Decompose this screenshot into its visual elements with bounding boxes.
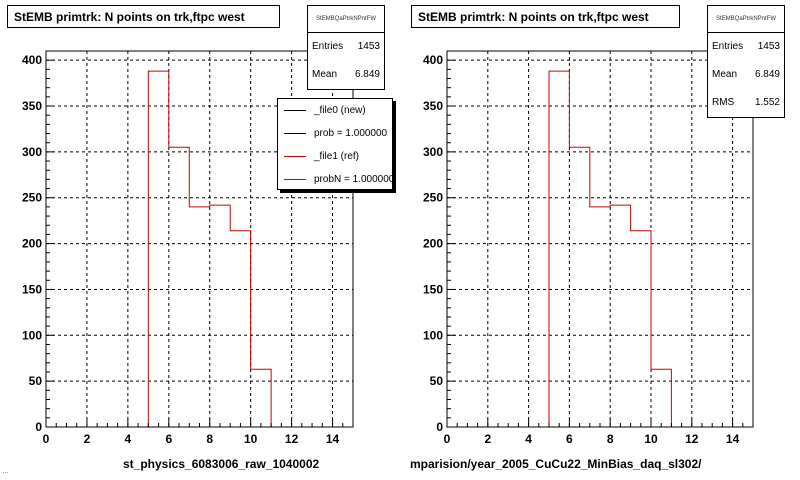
- stats-label: Entries: [712, 41, 744, 52]
- stats-row-mean: Mean 6.849: [708, 61, 784, 89]
- y-tick-label: 100: [423, 328, 443, 342]
- x-tick-label: 14: [326, 432, 340, 446]
- x-tick-label: 10: [644, 432, 658, 446]
- legend-label: probN = 1.000000: [314, 174, 393, 185]
- y-tick-label: 200: [423, 237, 443, 251]
- histogram-bin: [651, 369, 671, 427]
- histogram-bin: [569, 147, 589, 427]
- stats-label: Entries: [312, 41, 344, 52]
- y-tick-label: 150: [22, 282, 42, 296]
- footer-text: …: [2, 468, 9, 475]
- legend-entry: prob = 1.000000: [278, 122, 392, 145]
- stats-histogram-name: StEMBQaPtrkNPntFW: [308, 6, 384, 33]
- x-tick-label: 0: [43, 432, 50, 446]
- stats-box: StEMBQaPtrkNPntFW Entries 1453 Mean 6.84…: [307, 5, 385, 90]
- histogram-bin: [251, 369, 271, 427]
- stats-value: 1.552: [754, 97, 780, 108]
- legend-entry: probN = 1.000000: [278, 168, 393, 189]
- stats-label: Mean: [312, 69, 338, 80]
- y-tick-label: 300: [22, 145, 42, 159]
- y-tick-label: 350: [22, 99, 42, 113]
- histogram-bin: [631, 231, 651, 427]
- histogram-bin: [169, 147, 189, 427]
- histogram-panel-right: 0 50 100 150 200 250 300 350 400 0 2 4 6 8 10 12 14 StEM…: [400, 0, 800, 480]
- legend-swatch: [284, 179, 306, 180]
- x-tick-label: 2: [484, 432, 491, 446]
- y-tick-label: 250: [423, 191, 443, 205]
- histogram-bin: [210, 205, 230, 427]
- stats-histogram-name: StEMBQaPtrkNPntFW: [708, 6, 784, 33]
- histogram-bin: [189, 207, 209, 427]
- x-axis-title: mparision/year_2005_CuCu22_MinBias_daq_s…: [410, 457, 702, 471]
- y-tick-label: 300: [423, 145, 443, 159]
- y-tick-label: 0: [35, 420, 42, 434]
- y-tick-label: 400: [423, 53, 443, 67]
- stats-value: 1453: [357, 41, 380, 52]
- legend-label: prob = 1.000000: [314, 128, 388, 139]
- stats-box: StEMBQaPtrkNPntFW Entries 1453 Mean 6.84…: [707, 5, 785, 118]
- histogram-bin: [230, 231, 250, 427]
- stats-value: 6.849: [754, 69, 780, 80]
- x-tick-label: 6: [566, 432, 573, 446]
- x-tick-label: 2: [84, 432, 91, 446]
- stats-label: Mean: [712, 69, 738, 80]
- histogram-title: StEMB primtrk: N points on trk,ftpc west: [7, 5, 280, 28]
- x-tick-label: 12: [285, 432, 299, 446]
- legend-swatch: [284, 110, 306, 111]
- y-tick-label: 250: [22, 191, 42, 205]
- legend: _file0 (new) prob = 1.000000 _file1 (ref…: [277, 98, 393, 190]
- histogram-title: StEMB primtrk: N points on trk,ftpc west: [411, 5, 680, 28]
- stats-row-entries: Entries 1453: [708, 33, 784, 61]
- legend-label: _file0 (new): [314, 105, 366, 116]
- y-tick-label: 50: [29, 374, 43, 388]
- y-tick-label: 200: [22, 237, 42, 251]
- x-tick-label: 4: [125, 432, 132, 446]
- y-tick-label: 350: [423, 99, 443, 113]
- x-tick-label: 8: [607, 432, 614, 446]
- legend-swatch: [284, 156, 306, 157]
- x-tick-label: 0: [444, 432, 451, 446]
- histogram-bin: [549, 71, 569, 427]
- x-tick-label: 10: [244, 432, 258, 446]
- histogram-panel-left: 0 50 100 150 200 250 300 350 400 0 2 4 6 8 10 12 14 StEM…: [7, 5, 393, 471]
- legend-swatch: [284, 133, 306, 134]
- histogram-plot-right: 0 50 100 150 200 250 300 350 400 0 2 4 6 8 10 12 14: [423, 50, 754, 446]
- x-tick-label: 6: [165, 432, 172, 446]
- legend-entry: _file1 (ref): [278, 145, 392, 168]
- x-tick-label: 4: [525, 432, 532, 446]
- x-axis-title: st_physics_6083006_raw_1040002: [123, 457, 320, 471]
- plot-area: [447, 51, 753, 427]
- y-tick-label: 400: [22, 53, 42, 67]
- x-tick-label: 8: [206, 432, 213, 446]
- stats-label: RMS: [712, 97, 735, 108]
- y-tick-label: 150: [423, 282, 443, 296]
- x-tick-label: 12: [685, 432, 699, 446]
- histogram-bin: [148, 71, 168, 427]
- stats-row-entries: Entries 1453: [308, 33, 384, 61]
- histogram-bin: [610, 205, 630, 427]
- legend-label: _file1 (ref): [314, 151, 360, 162]
- y-tick-label: 0: [436, 420, 443, 434]
- y-tick-label: 50: [430, 374, 444, 388]
- stats-row-mean: Mean 6.849: [308, 61, 384, 89]
- x-tick-label: 14: [726, 432, 740, 446]
- y-tick-label: 100: [22, 328, 42, 342]
- stats-row-rms: RMS 1.552: [708, 89, 784, 117]
- legend-entry: _file0 (new): [278, 99, 392, 122]
- stats-value: 1453: [757, 41, 780, 52]
- stats-value: 6.849: [354, 69, 380, 80]
- histogram-bin: [590, 207, 610, 427]
